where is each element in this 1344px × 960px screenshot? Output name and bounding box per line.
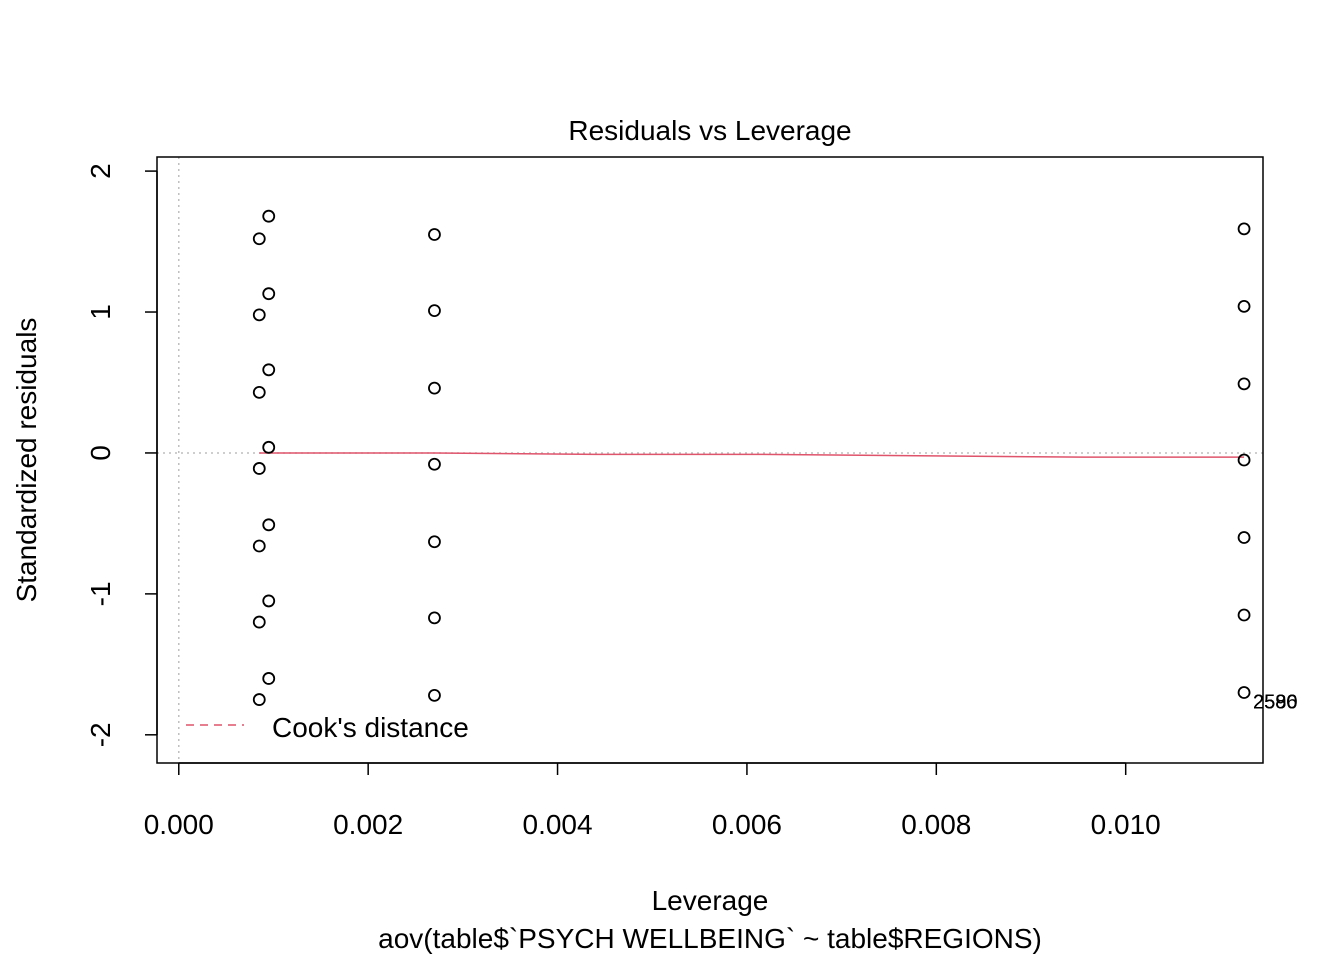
y-tick-label: 2: [85, 163, 116, 179]
data-point: [428, 228, 441, 241]
data-point: [262, 287, 276, 301]
data-point: [428, 611, 441, 625]
data-point: [1237, 686, 1251, 699]
legend-label: Cook's distance: [272, 712, 469, 743]
data-point: [262, 209, 276, 223]
data-point: [428, 304, 441, 318]
data-point: [252, 308, 266, 322]
x-tick-label: 0.002: [333, 809, 403, 840]
x-tick-label: 0.010: [1091, 809, 1161, 840]
y-tick-label: 0: [85, 445, 116, 461]
point-label: 2590: [1253, 692, 1298, 714]
y-axis-label: Standardized residuals: [11, 318, 42, 603]
data-point: [1237, 299, 1251, 313]
points-layer: [252, 209, 1251, 706]
legend: Cook's distance: [186, 712, 469, 743]
reference-lines: [157, 157, 1263, 763]
plot-frame: [156, 156, 1264, 764]
data-point: [428, 688, 441, 702]
smooth-line-layer: [259, 452, 1245, 458]
x-tick-label: 0.006: [712, 809, 782, 840]
y-tick-label: -1: [85, 581, 116, 606]
data-point: [252, 232, 266, 246]
chart-title: Residuals vs Leverage: [568, 115, 851, 146]
data-point: [428, 381, 441, 395]
data-point: [1237, 608, 1251, 622]
chart-subtitle: aov(table$`PSYCH WELLBEING` ~ table$REGI…: [378, 923, 1042, 954]
data-point: [252, 385, 266, 399]
data-point: [262, 594, 276, 608]
data-point: [262, 440, 276, 454]
data-point: [428, 535, 441, 549]
data-point: [252, 693, 266, 706]
data-point: [1237, 531, 1251, 544]
data-point: [262, 672, 276, 685]
data-point: [262, 518, 276, 532]
y-tick-label: 1: [85, 304, 116, 320]
x-axis-label: Leverage: [652, 885, 769, 916]
point-label: 2586: [1253, 692, 1298, 714]
data-point: [428, 457, 441, 471]
data-point: [1237, 453, 1251, 467]
data-point: [262, 363, 276, 377]
data-point: [252, 539, 266, 553]
x-axis: 0.000 0.002 0.004 0.006 0.008 0.010: [144, 762, 1161, 840]
x-tick-label: 0.000: [144, 809, 214, 840]
x-tick-label: 0.004: [523, 809, 593, 840]
data-point: [1237, 377, 1251, 391]
point-label: 2580: [1253, 692, 1298, 714]
data-point: [1237, 222, 1251, 236]
data-point: [252, 615, 266, 629]
y-tick-label: -2: [85, 722, 116, 747]
x-tick-label: 0.008: [901, 809, 971, 840]
data-point: [252, 462, 266, 475]
y-axis: -2 -1 0 1 2: [85, 163, 158, 747]
smooth-line: [259, 452, 1245, 458]
